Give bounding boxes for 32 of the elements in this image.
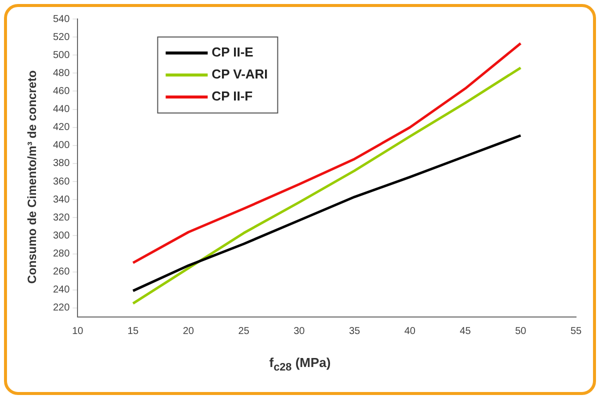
- y-tick-label: 320: [52, 212, 70, 224]
- y-tick-label: 500: [52, 50, 70, 61]
- x-axis-title: f$_{c28}$ (MPa): [268, 355, 332, 374]
- y-tick-label: 260: [52, 266, 70, 278]
- y-tick-label: 380: [52, 158, 70, 170]
- x-tick-label: 10: [72, 326, 84, 337]
- y-tick-label: 540: [52, 14, 70, 25]
- y-tick-label: 360: [52, 176, 70, 188]
- y-tick-label: 220: [52, 302, 70, 314]
- x-tick-label: 35: [348, 326, 361, 337]
- y-tick-label: 340: [52, 194, 70, 206]
- y-tick-label: 300: [52, 230, 70, 242]
- legend-label: CP II-F: [212, 88, 253, 104]
- x-tick-label: 40: [404, 326, 416, 337]
- y-axis-title: Consumo de Cimento/m³ de concreto: [25, 69, 39, 286]
- legend-label: CP V-ARI: [212, 66, 268, 82]
- x-tick-label: 20: [182, 326, 194, 337]
- x-tick-label: 30: [294, 326, 306, 337]
- y-tick-label: 460: [52, 86, 70, 97]
- y-tick-label: 240: [52, 284, 70, 296]
- y-tick-label: 440: [52, 104, 70, 116]
- y-tick-label: 280: [52, 248, 70, 260]
- x-tick-label: 55: [570, 326, 582, 337]
- y-tick-label: 520: [52, 32, 70, 43]
- legend-label: CP II-E: [212, 44, 254, 60]
- x-tick-label: 50: [515, 326, 527, 337]
- y-tick-label: 480: [52, 68, 70, 79]
- y-tick-label: 420: [52, 122, 70, 134]
- x-tick-label: 25: [238, 326, 250, 337]
- x-tick-label: 45: [460, 326, 472, 337]
- y-tick-label: 400: [52, 140, 70, 152]
- x-tick-label: 15: [127, 326, 140, 337]
